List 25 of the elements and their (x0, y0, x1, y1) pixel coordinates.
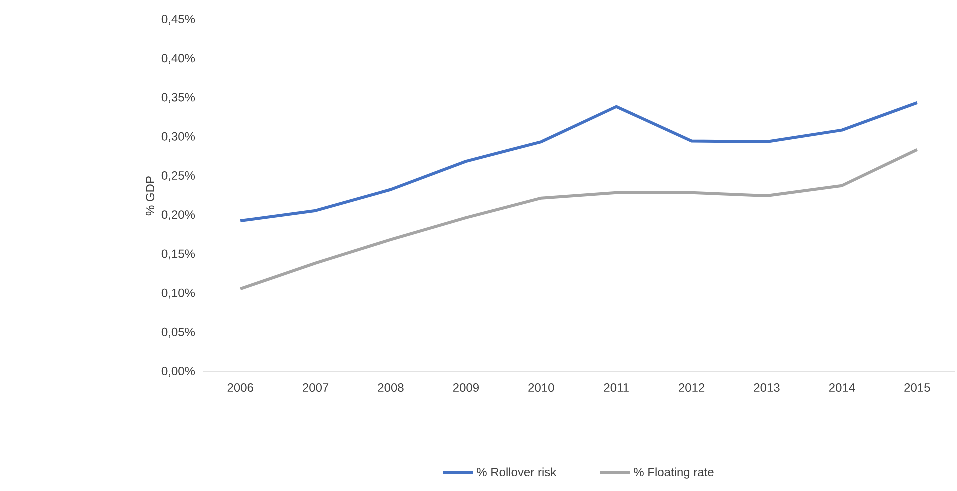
y-tick-label: 0,05% (162, 328, 196, 338)
x-tick-label: 2011 (604, 384, 629, 392)
y-tick-label: 0,00% (162, 367, 196, 377)
y-tick-label: 0,20% (162, 210, 196, 221)
x-tick-label: 2008 (378, 384, 404, 392)
y-tick-label: 0,35% (162, 93, 196, 104)
y-axis-title: % GDP (146, 176, 155, 216)
x-tick-label: 2013 (754, 384, 780, 392)
x-tick-label: 2014 (829, 384, 856, 392)
y-tick-label: 0,25% (162, 171, 196, 182)
y-tick-label: 0,40% (162, 54, 196, 64)
legend-label: % Rollover risk (477, 468, 557, 477)
y-tick-label: 0,30% (162, 132, 196, 142)
x-tick-label: 2006 (228, 384, 254, 392)
x-tick-label: 2015 (904, 384, 930, 392)
line-series (239, 148, 919, 291)
x-tick-label: 2007 (303, 384, 329, 392)
x-tick-label: 2009 (453, 384, 479, 392)
legend-label: % Floating rate (634, 468, 714, 479)
line-series (239, 101, 919, 223)
y-tick-label: 0,45% (162, 15, 196, 25)
x-tick-label: 2010 (528, 384, 554, 392)
y-tick-label: 0,15% (162, 250, 196, 260)
y-tick-label: 0,10% (162, 288, 196, 299)
x-tick-label: 2012 (679, 384, 705, 392)
